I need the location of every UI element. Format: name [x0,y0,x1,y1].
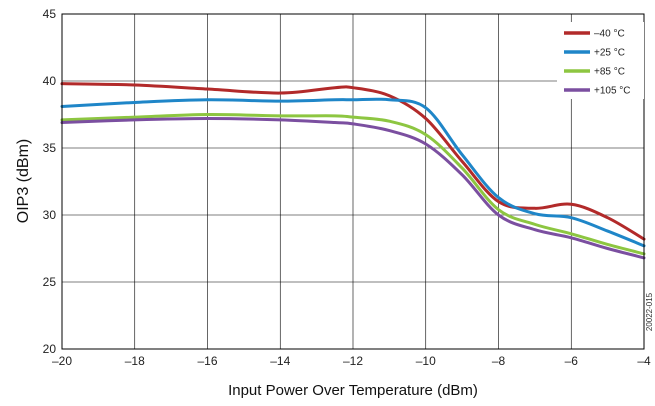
legend-label: –40 °C [594,29,625,40]
x-axis-title: Input Power Over Temperature (dBm) [228,382,478,399]
legend: –40 °C +25 °C +85 °C +105 °C [557,22,644,99]
x-tick-labels: –20 –18 –16 –14 –12 –10 –8 –6 –4 [52,354,651,368]
y-tick-label: 25 [43,275,57,289]
series-line-1 [60,97,646,248]
x-tick-label: –14 [270,354,290,368]
x-tick-label: –18 [125,354,145,368]
x-tick-label: –10 [416,354,436,368]
x-tick-label: –20 [52,354,72,368]
series-line-3 [60,117,646,260]
x-tick-label: –6 [565,354,579,368]
legend-label: +85 °C [594,67,625,78]
y-tick-labels: 20 25 30 35 40 45 [43,7,57,356]
legend-label: +105 °C [594,86,631,97]
y-axis-title: OIP3 (dBm) [15,139,32,223]
y-tick-label: 40 [43,74,57,88]
y-tick-label: 20 [43,342,57,356]
plot-frame [61,13,645,350]
figure-id: 20022-015 [645,292,654,331]
x-tick-label: –4 [637,354,651,368]
x-tick-label: –12 [343,354,363,368]
y-tick-label: 30 [43,208,57,222]
x-tick-label: –16 [197,354,217,368]
y-tick-label: 35 [43,141,57,155]
legend-entries: –40 °C +25 °C +85 °C +105 °C [564,29,631,97]
series-lines [60,82,646,260]
x-tick-label: –8 [492,354,506,368]
legend-label: +25 °C [594,48,625,59]
y-tick-label: 45 [43,7,57,21]
series-line-2 [60,112,646,256]
legend-box [557,22,644,99]
